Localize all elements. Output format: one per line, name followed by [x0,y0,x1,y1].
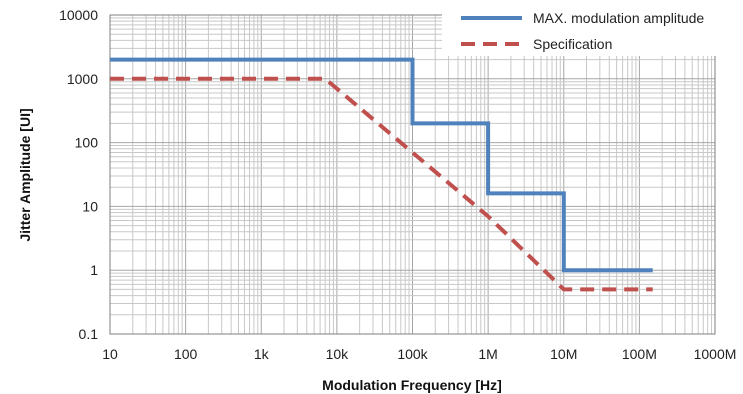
y-tick-label: 10 [82,198,98,214]
y-tick-label: 100 [75,135,99,151]
y-axis-ticks: 0.1 1 10 100 1000 10000 [59,7,98,342]
x-tick-label: 10M [550,346,577,362]
series-layer [109,57,653,292]
chart-legend: MAX. modulation amplitude Specification [442,4,738,56]
legend-label-specification: Specification [533,36,612,52]
series-line-max-modulation [110,57,653,273]
y-tick-label: 0.1 [79,326,99,342]
x-axis-title: Modulation Frequency [Hz] [322,377,502,393]
x-tick-label: 10 [102,346,118,362]
x-tick-label: 1k [254,346,270,362]
y-axis-title: Jitter Amplitude [UI] [17,108,33,241]
plot-grid [109,15,715,335]
x-tick-label: 10k [326,346,350,362]
x-tick-label: 1000M [694,346,737,362]
plot-frame [109,14,716,335]
legend-label-max-modulation: MAX. modulation amplitude [533,10,704,26]
y-tick-label: 10000 [59,7,98,23]
y-tick-label: 1 [90,262,98,278]
x-tick-label: 100 [174,346,198,362]
legend-background [442,4,738,56]
x-tick-label: 1M [478,346,497,362]
x-axis-ticks: 10 100 1k 10k 100k 1M 10M 100M 1000M [102,346,736,362]
x-tick-label: 100k [397,346,428,362]
y-tick-label: 1000 [67,71,98,87]
x-tick-label: 100M [622,346,657,362]
